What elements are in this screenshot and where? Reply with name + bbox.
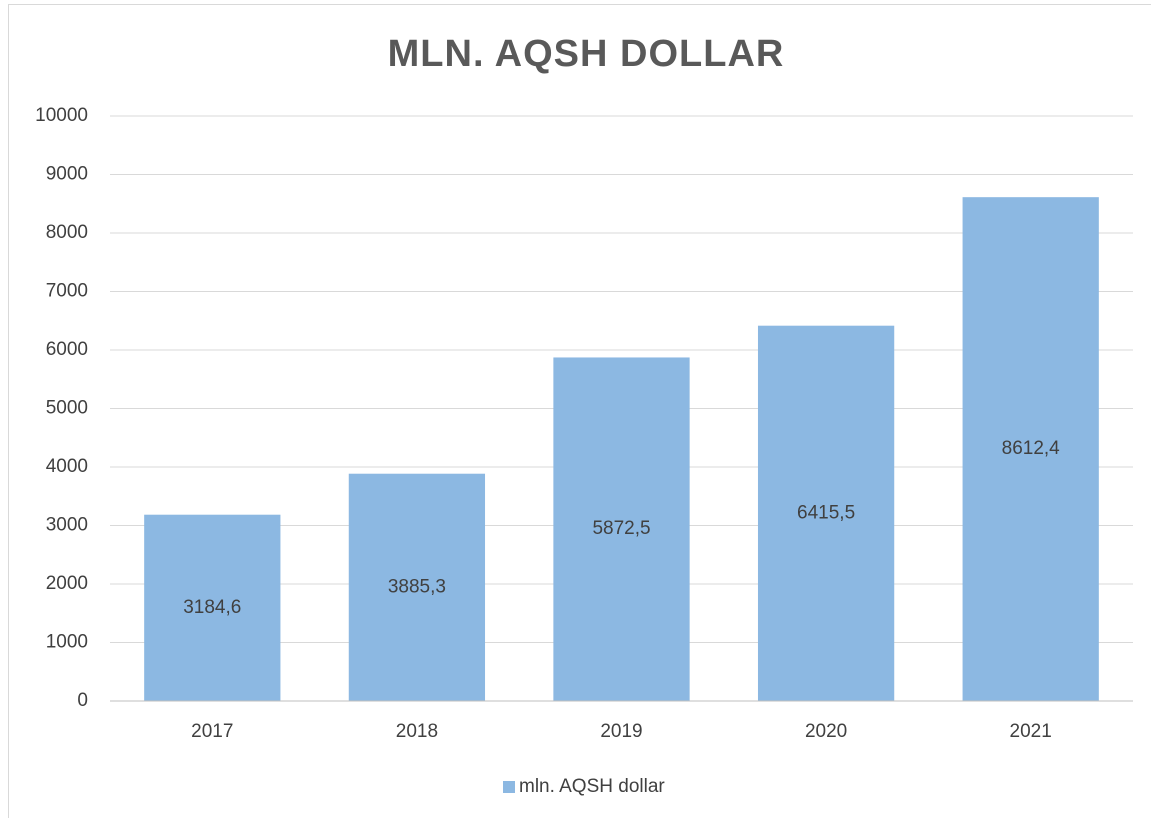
y-tick-label: 6000 [46,339,88,360]
x-tick-label: 2019 [600,721,642,742]
bar [757,325,895,701]
data-label: 5872,5 [592,518,650,539]
y-tick-label: 8000 [46,222,88,243]
y-tick-label: 7000 [46,281,88,302]
y-tick-label: 2000 [46,573,88,594]
data-label: 3184,6 [183,597,241,618]
y-tick-label: 4000 [46,456,88,477]
legend-label: mln. AQSH dollar [519,776,665,797]
data-label: 6415,5 [797,502,855,523]
bar [962,197,1099,701]
x-tick-label: 2020 [805,721,847,742]
y-tick-label: 5000 [46,398,88,419]
bar [348,473,486,701]
bar [144,514,281,701]
y-tick-label: 1000 [46,632,88,653]
x-tick-label: 2021 [1010,721,1052,742]
y-tick-label: 10000 [35,105,88,126]
x-tick-label: 2017 [191,721,233,742]
chart-title: MLN. AQSH DOLLAR [388,33,785,75]
x-tick-label: 2018 [396,721,438,742]
y-tick-label: 9000 [46,164,88,185]
data-label: 8612,4 [1002,438,1061,459]
data-label: 3885,3 [388,576,446,597]
bar [553,357,690,701]
legend-swatch [503,781,515,793]
y-tick-label: 0 [77,690,88,711]
y-tick-label: 3000 [46,515,88,536]
